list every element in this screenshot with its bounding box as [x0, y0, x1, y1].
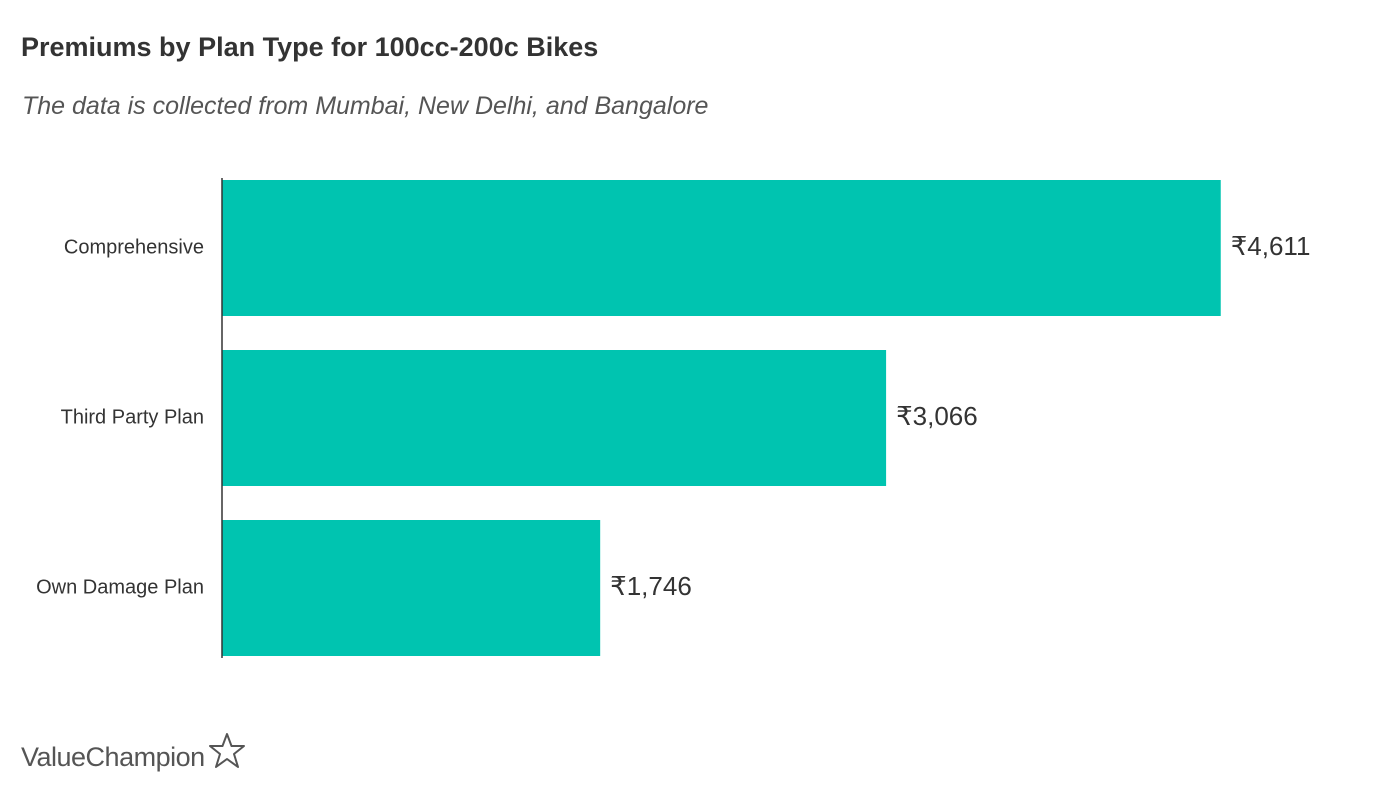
category-label: Third Party Plan [61, 406, 204, 428]
star-outline-icon [208, 733, 245, 768]
bar-chart: Comprehensive ₹4,611 Third Party Plan ₹3,06… [36, 178, 1310, 658]
category-label: Comprehensive [64, 236, 204, 258]
bars-group: Comprehensive ₹4,611 Third Party Plan ₹3,06… [36, 180, 1310, 656]
category-label: Own Damage Plan [36, 576, 204, 598]
brand-logo: ValueChampion [21, 733, 247, 779]
bar-0 [222, 180, 1221, 316]
brand-name: ValueChampion [21, 741, 205, 772]
bar-1 [222, 350, 887, 486]
value-label: ₹4,611 [1231, 231, 1311, 261]
bar-2 [222, 520, 601, 656]
value-label: ₹3,066 [896, 401, 978, 431]
chart-subtitle: The data is collected from Mumbai, New D… [22, 92, 709, 120]
chart-title: Premiums by Plan Type for 100cc-200c Bik… [21, 32, 599, 62]
value-label: ₹1,746 [610, 571, 692, 601]
